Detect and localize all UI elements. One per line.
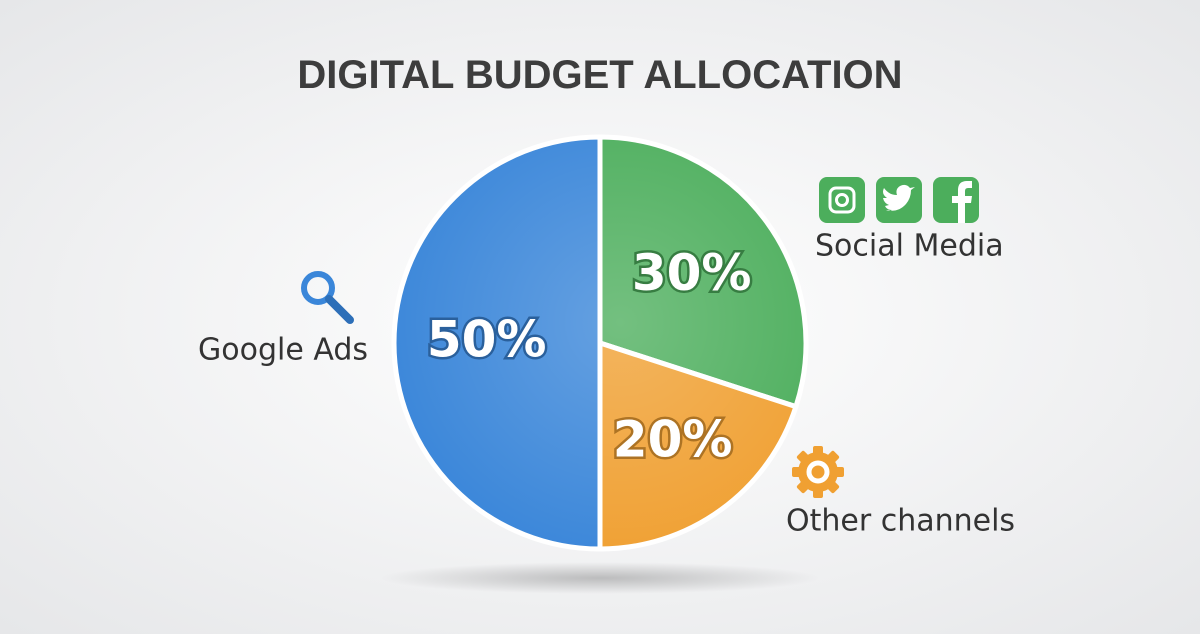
category-label: Social Media xyxy=(815,229,1004,264)
search-icon xyxy=(301,271,354,324)
slice-value-label: 30% xyxy=(632,244,752,302)
gear-icon xyxy=(792,446,844,498)
social-icons xyxy=(819,177,979,223)
chart-title: DIGITAL BUDGET ALLOCATION xyxy=(297,53,902,97)
slice-value-label: 50% xyxy=(427,311,547,369)
category-label: Google Ads xyxy=(198,333,368,368)
category-label: Other channels xyxy=(786,504,1015,539)
slice-value-label: 20% xyxy=(613,410,733,468)
pie-shadow xyxy=(380,562,820,594)
